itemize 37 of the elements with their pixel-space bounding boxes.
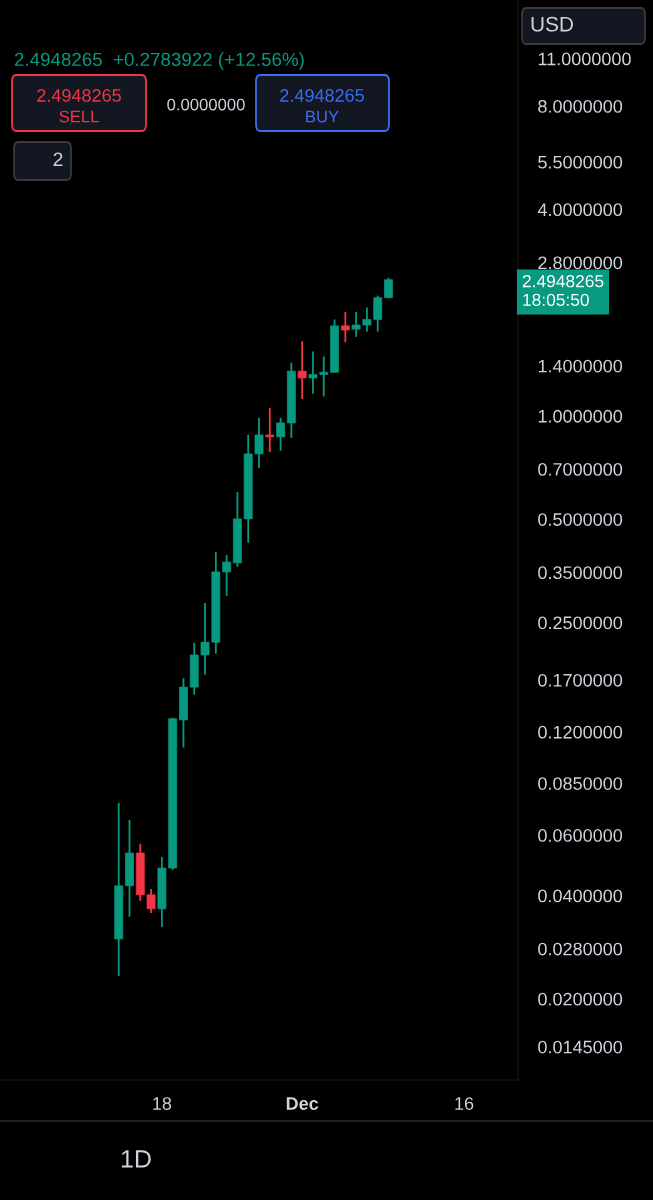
- annotation: 0.0000000: [167, 98, 245, 111]
- y-tick-label: 11.0000000: [538, 52, 631, 66]
- text: 2.4948265 18:05:50: [522, 275, 604, 307]
- y-tick-label: 4.0000000: [537, 203, 623, 217]
- y-tick-label: 0.0850000: [538, 777, 623, 790]
- y-tick-label: 2.8000000: [538, 256, 623, 270]
- annotation: 2: [53, 152, 63, 167]
- candlestick: [340, 310, 350, 344]
- y-tick-label: 0.0145000: [538, 1040, 623, 1054]
- candlestick: [297, 340, 307, 400]
- y-tick-label: 0.0280000: [538, 942, 623, 956]
- candlestick: [276, 416, 285, 452]
- x-tick-label: 16: [455, 1097, 474, 1110]
- y-tick-label: 5.5000000: [538, 155, 623, 169]
- y-tick-label: 0.0400000: [538, 889, 623, 903]
- y-tick-label: 1.4000000: [538, 359, 623, 373]
- y-tick-label: 1.0000000: [538, 409, 623, 423]
- x-tick-label: 18: [153, 1097, 172, 1110]
- annotation: BUY: [306, 110, 339, 123]
- y-tick-label: 0.0200000: [538, 992, 623, 1006]
- y-tick-label: 0.3500000: [538, 566, 623, 580]
- candlestick: [265, 407, 275, 453]
- y-tick-label: 0.1200000: [538, 725, 623, 739]
- y-tick-label: 0.7000000: [538, 462, 623, 476]
- annotation: SELL: [59, 110, 99, 123]
- annotation: 2.4948265: [280, 89, 364, 102]
- y-tick-label: 0.2500000: [538, 616, 623, 630]
- y-tick-label: 8.0000000: [538, 99, 623, 113]
- candlestick: [384, 276, 393, 299]
- y-tick-label: 0.5000000: [538, 513, 623, 526]
- x-tick-label: Dec: [286, 1097, 319, 1110]
- annotation: 2.4948265 +0.2783922 (+12.56%): [14, 52, 304, 70]
- text: USD: [531, 16, 573, 32]
- y-tick-label: 0.1700000: [538, 673, 623, 687]
- y-tick-label: 0.0600000: [538, 829, 623, 842]
- annotation: 2.4948265: [37, 89, 121, 102]
- text: 1D: [121, 1150, 151, 1168]
